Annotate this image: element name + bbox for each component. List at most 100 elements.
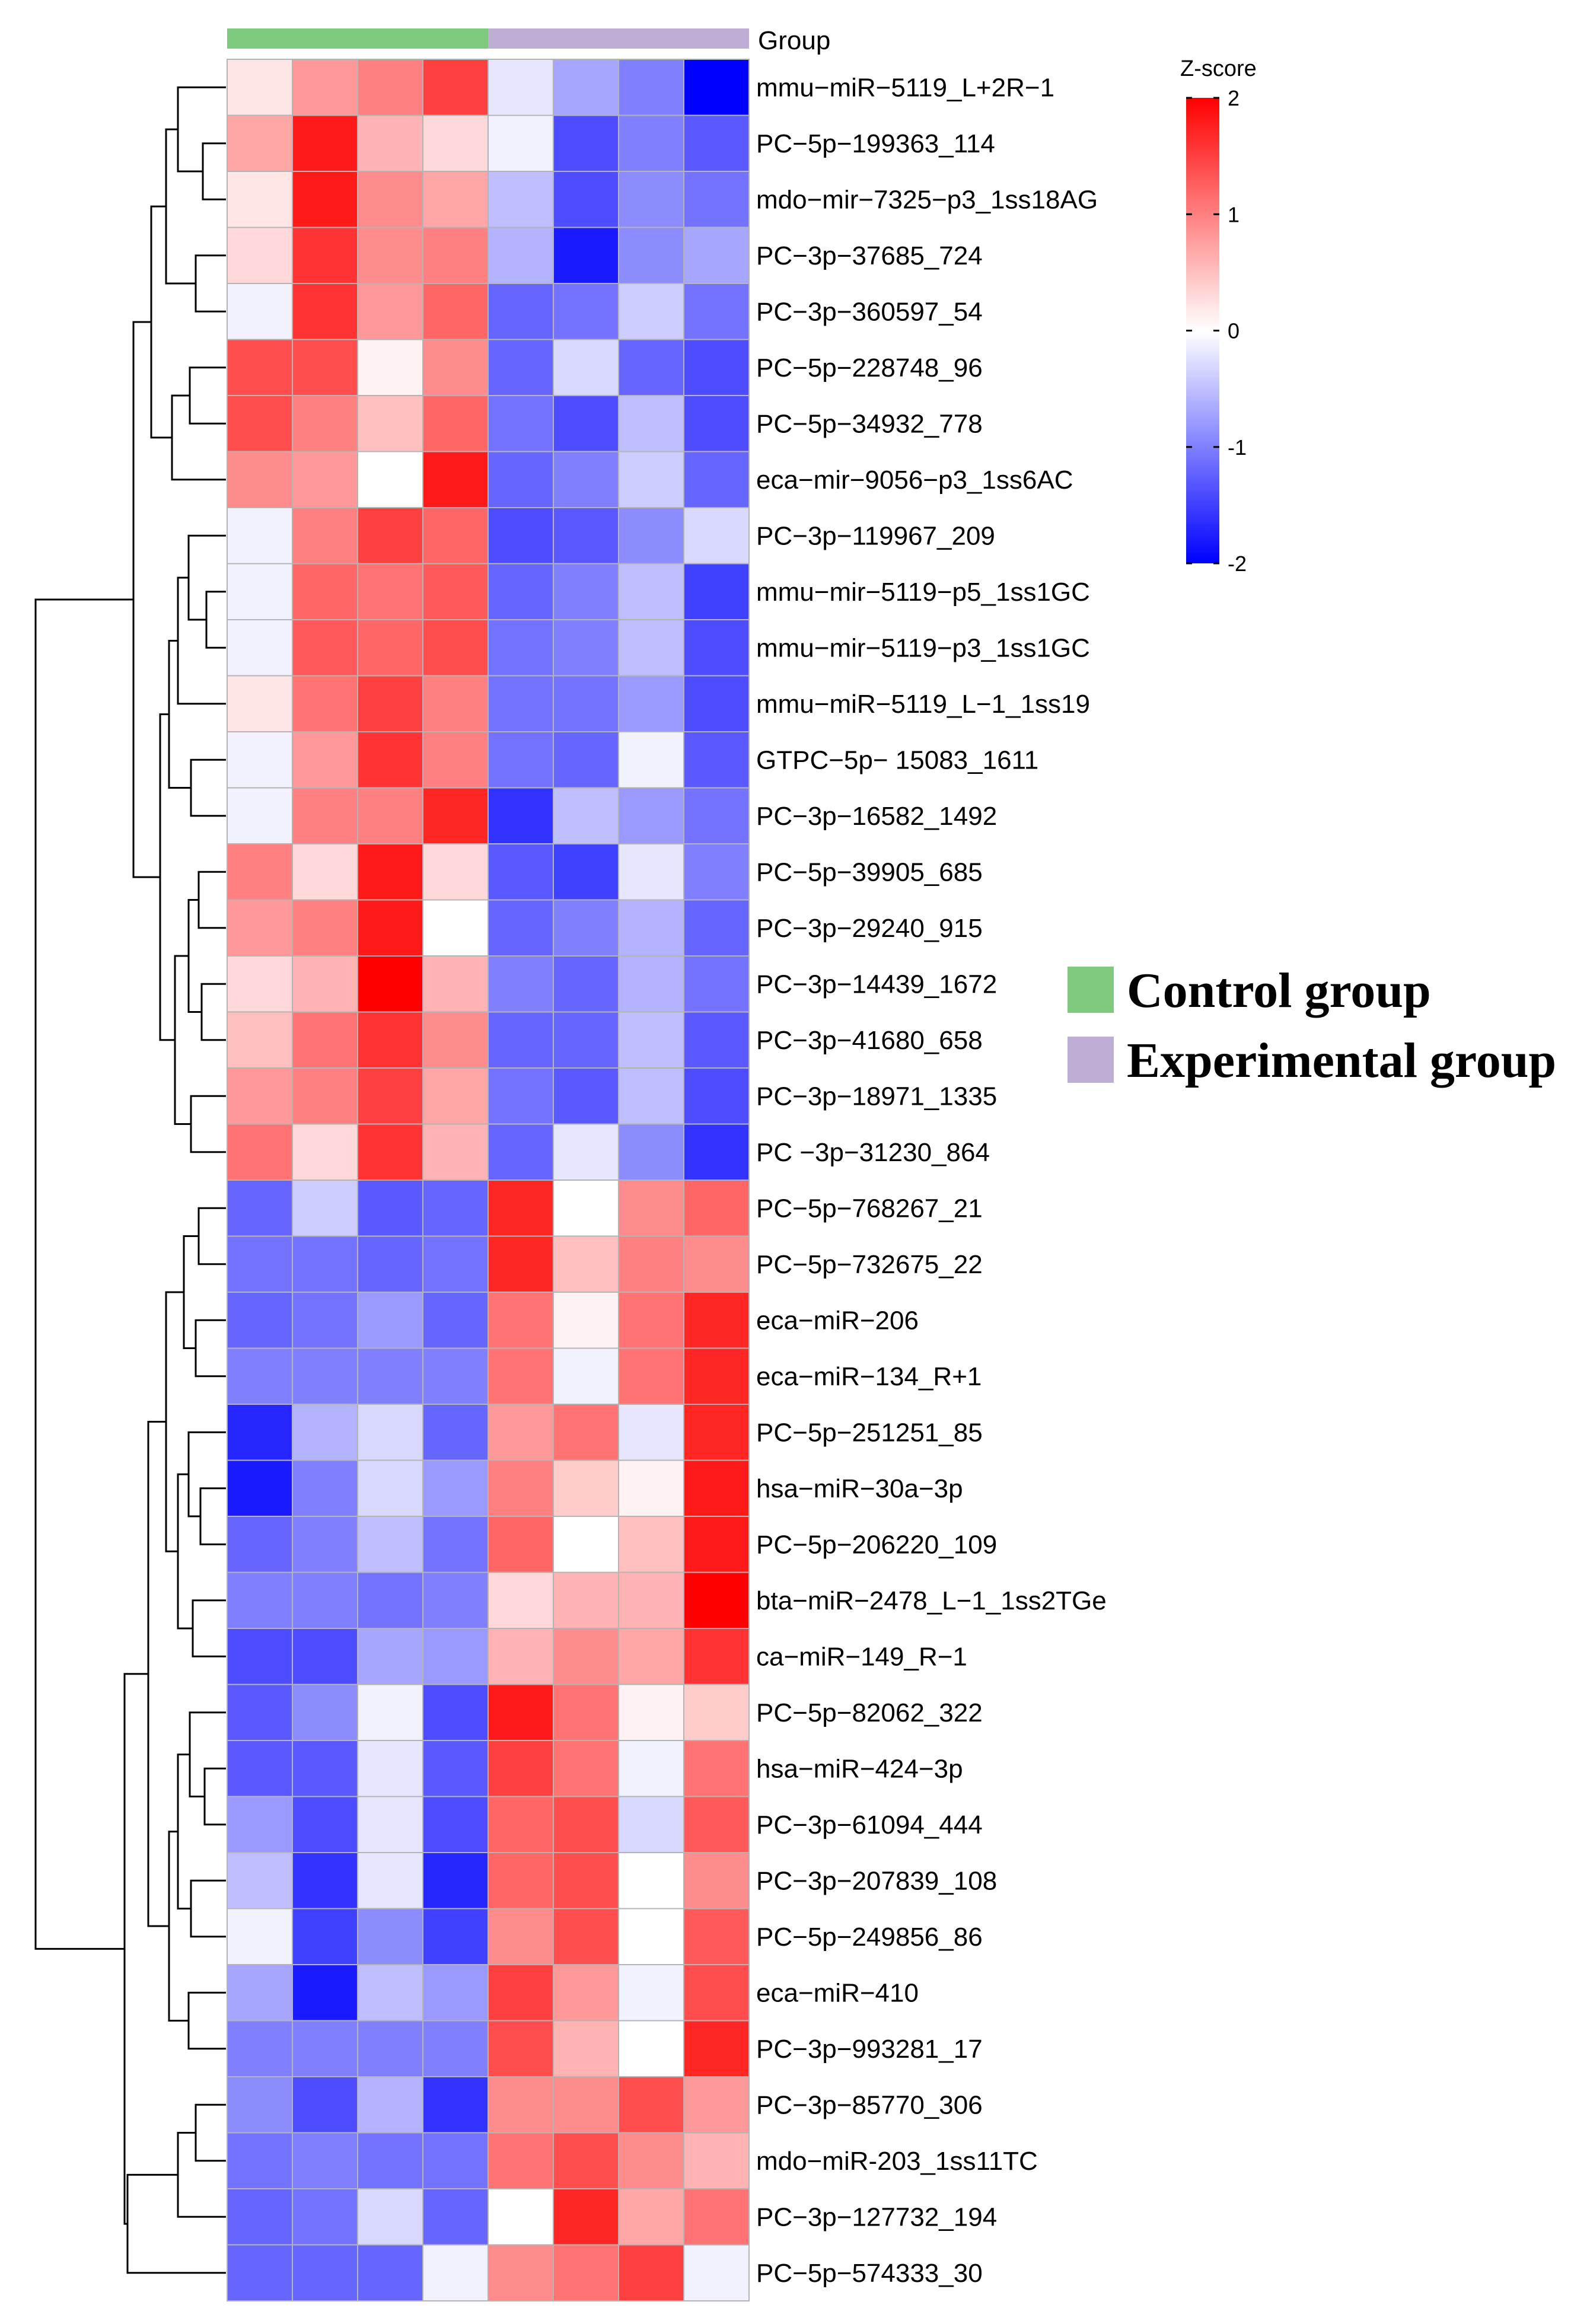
- heatmap-cell: [618, 59, 684, 116]
- heatmap-cell: [618, 1123, 684, 1181]
- heatmap-cell: [683, 619, 750, 677]
- row-label: GTPC−5p− 15083_1611: [756, 745, 1038, 774]
- heatmap-cell: [422, 395, 489, 452]
- heatmap-cell: [683, 1628, 750, 1685]
- colorbar: Z-score 2 1 0 -1 -2: [1180, 56, 1257, 576]
- colorbar-title: Z-score: [1180, 56, 1257, 81]
- heatmap-cell: [422, 787, 489, 844]
- heatmap-cell: [292, 1292, 358, 1349]
- heatmap-cell: [553, 114, 619, 172]
- heatmap-cell: [487, 1628, 554, 1685]
- dendrogram-branch: [34, 598, 133, 1950]
- heatmap-cell: [227, 1067, 293, 1125]
- heatmap-cell: [553, 2020, 619, 2077]
- heatmap-cell: [422, 675, 489, 732]
- heatmap-cell: [357, 843, 423, 901]
- heatmap-cell: [357, 1571, 423, 1629]
- heatmap-cell: [553, 1404, 619, 1461]
- heatmap-cell: [292, 1852, 358, 1909]
- heatmap-cell: [292, 171, 358, 228]
- heatmap-cell: [683, 1459, 750, 1517]
- heatmap-cell: [618, 2244, 684, 2301]
- heatmap-cell: [227, 2020, 293, 2077]
- heatmap-cell: [227, 955, 293, 1013]
- heatmap-cell: [487, 227, 554, 284]
- heatmap-cell: [618, 2020, 684, 2077]
- heatmap-cell: [487, 2076, 554, 2134]
- heatmap-cell: [422, 2132, 489, 2189]
- heatmap-cell: [553, 171, 619, 228]
- heatmap-cell: [422, 2020, 489, 2077]
- heatmap-grid: [227, 59, 750, 2301]
- heatmap-cell: [553, 563, 619, 620]
- heatmap-cell: [422, 171, 489, 228]
- heatmap-cell: [553, 339, 619, 396]
- heatmap-cell: [553, 1235, 619, 1293]
- heatmap-cell: [357, 619, 423, 677]
- heatmap-cell: [357, 507, 423, 565]
- heatmap-cell: [683, 171, 750, 228]
- heatmap-cell: [618, 619, 684, 677]
- heatmap-cell: [292, 283, 358, 340]
- heatmap-cell: [357, 1852, 423, 1909]
- row-label: PC−5p−206220_109: [756, 1530, 997, 1559]
- heatmap-cell: [618, 507, 684, 565]
- heatmap-cell: [357, 1740, 423, 1797]
- heatmap-cell: [292, 1908, 358, 1965]
- heatmap-cell: [292, 563, 358, 620]
- heatmap-cell: [292, 675, 358, 732]
- heatmap-cell: [422, 955, 489, 1013]
- heatmap-cell: [227, 1796, 293, 1853]
- heatmap-cell: [487, 731, 554, 789]
- heatmap-cell: [227, 1404, 293, 1461]
- heatmap-cell: [357, 899, 423, 957]
- heatmap-cell: [553, 1067, 619, 1125]
- heatmap-cell: [357, 1123, 423, 1181]
- heatmap-cell: [487, 2132, 554, 2189]
- heatmap-cell: [487, 59, 554, 116]
- heatmap-cell: [487, 1684, 554, 1741]
- heatmap-cell: [357, 2020, 423, 2077]
- heatmap-cell: [292, 1404, 358, 1461]
- heatmap-cell: [683, 899, 750, 957]
- heatmap-cell: [487, 1347, 554, 1405]
- heatmap-cell: [553, 675, 619, 732]
- heatmap-cell: [487, 1571, 554, 1629]
- heatmap-cell: [292, 1179, 358, 1237]
- heatmap-cell: [618, 1684, 684, 1741]
- heatmap-cell: [227, 1684, 293, 1741]
- heatmap-cell: [487, 1908, 554, 1965]
- heatmap-cell: [487, 283, 554, 340]
- row-label: PC−5p−249856_86: [756, 1923, 983, 1952]
- heatmap-cell: [292, 59, 358, 116]
- heatmap-cell: [227, 1628, 293, 1685]
- row-label: PC−5p−732675_22: [756, 1250, 983, 1279]
- heatmap-cell: [422, 1179, 489, 1237]
- heatmap-cell: [487, 171, 554, 228]
- heatmap-cell: [292, 1011, 358, 1069]
- heatmap-cell: [227, 171, 293, 228]
- heatmap-cell: [618, 1179, 684, 1237]
- heatmap-cell: [487, 675, 554, 732]
- heatmap-cell: [487, 1852, 554, 1909]
- heatmap-cell: [422, 1235, 489, 1293]
- heatmap-cell: [553, 507, 619, 565]
- heatmap-cell: [683, 787, 750, 844]
- heatmap-cell: [487, 395, 554, 452]
- heatmap-cell: [227, 451, 293, 508]
- row-label: PC −3p−31230_864: [756, 1138, 990, 1167]
- heatmap-cell: [553, 1459, 619, 1517]
- heatmap-cell: [227, 507, 293, 565]
- heatmap-cell: [683, 1852, 750, 1909]
- heatmap-cell: [487, 1292, 554, 1349]
- heatmap-cell: [357, 1459, 423, 1517]
- heatmap-cell: [292, 899, 358, 957]
- heatmap-cell: [292, 2132, 358, 2189]
- heatmap-cell: [227, 2132, 293, 2189]
- heatmap-cell: [292, 2188, 358, 2246]
- heatmap-cell: [357, 1292, 423, 1349]
- heatmap-cell: [292, 1235, 358, 1293]
- row-label: PC−5p−199363_114: [756, 129, 995, 158]
- heatmap-cell: [618, 1404, 684, 1461]
- heatmap-cell: [683, 1571, 750, 1629]
